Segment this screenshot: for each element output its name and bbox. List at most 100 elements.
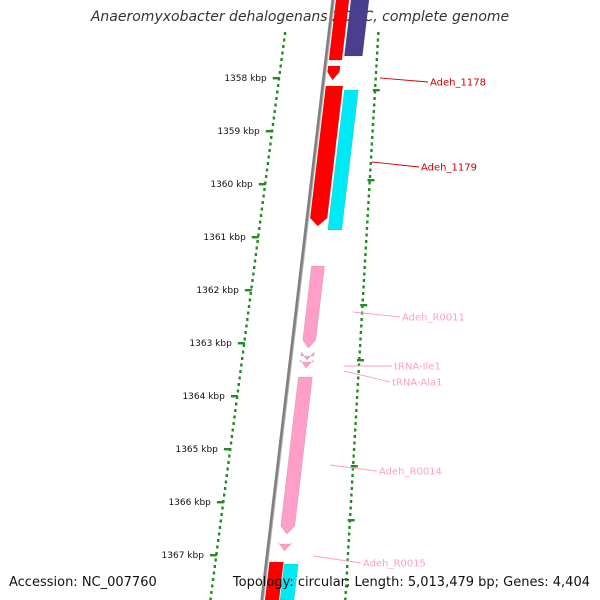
ruler-label: 1362 kbp (196, 286, 239, 296)
feature-leader-line (371, 161, 420, 168)
ruler-dot (356, 389, 359, 393)
feature-labels: Adeh_1178 Adeh_1179 Adeh_R0011 tRNA-Ile1 tRN… (312, 78, 486, 570)
ruler-dot (363, 272, 366, 276)
ruler-dot (344, 597, 347, 600)
gene-arrow-forward (328, 0, 350, 61)
ruler-dot (216, 545, 219, 549)
ruler-dot (252, 272, 255, 276)
ruler-dot (361, 292, 365, 295)
ruler-dot (366, 220, 369, 224)
ruler-dot (276, 90, 279, 94)
ruler-tick (367, 179, 375, 182)
ruler-dot (278, 71, 282, 74)
ruler-dot (210, 591, 213, 594)
ruler-dot (263, 188, 266, 191)
ruler-dot (368, 175, 372, 178)
ruler-dot (358, 357, 361, 360)
ruler-dot (364, 246, 368, 250)
ruler-dot (225, 474, 228, 477)
ruler-dot (245, 324, 248, 328)
ruler-dot (344, 591, 347, 594)
ruler-dot (249, 292, 252, 295)
ruler-dot (247, 305, 251, 308)
ruler-dot (270, 136, 273, 139)
ruler-dot (365, 227, 369, 230)
ruler-dot (275, 97, 278, 100)
ruler-dot (362, 279, 366, 282)
gene-arrow-adeh-1178 (327, 65, 341, 81)
ruler-dot (212, 571, 216, 575)
ruler-dot (261, 201, 264, 204)
ruler-dot (370, 142, 374, 146)
ruler-dot (274, 103, 277, 107)
ruler-dot (232, 422, 235, 425)
ruler-dot (238, 376, 241, 380)
ruler-dot (221, 506, 224, 510)
ruler-dot (267, 155, 270, 159)
ruler-dot (372, 110, 375, 113)
ruler-dot (365, 233, 368, 237)
ruler-dot (371, 123, 375, 126)
ruler-dot (228, 454, 231, 458)
ruler-dot (280, 58, 283, 61)
ruler-tick (265, 130, 273, 133)
ruler-dot (214, 558, 217, 562)
ruler-dot (273, 110, 276, 113)
ruler-dot (350, 487, 353, 490)
ruler-dot (350, 480, 354, 484)
ruler-dot (251, 279, 254, 282)
gene-arrow-adeh-r0014 (280, 376, 313, 535)
backbone-line (260, 0, 335, 600)
ruler-dot (368, 181, 371, 185)
ruler-dot (351, 474, 354, 477)
ruler-dot (367, 201, 370, 204)
ruler-tick (350, 465, 358, 468)
ruler-dot (351, 467, 355, 471)
ruler-dot (369, 162, 372, 165)
ruler-dot (272, 116, 276, 120)
ruler-dot (253, 259, 257, 263)
ruler-dot (246, 311, 250, 315)
accession-text: Accession: NC_007760 (9, 575, 157, 590)
feature-leader-line (312, 555, 362, 564)
ruler-dot (236, 389, 240, 393)
ruler-dot (356, 383, 360, 386)
ruler-dot (237, 383, 240, 386)
ruler-dot (369, 168, 372, 172)
feature-label: Adeh_R0015 (363, 559, 426, 570)
ruler-dot (364, 253, 367, 256)
ruler-dot (235, 396, 239, 399)
ruler-label: 1367 kbp (162, 551, 205, 561)
ruler-dot (357, 363, 361, 367)
ruler-dot (374, 77, 377, 81)
ruler-dot (374, 84, 377, 87)
ruler-dot (265, 168, 269, 172)
ruler-label: 1364 kbp (182, 392, 225, 402)
ruler-dot (254, 253, 258, 256)
ruler-dot (355, 396, 359, 399)
ruler-dot (233, 415, 236, 419)
ruler-dot (354, 415, 358, 419)
backbone-highlight (263, 0, 335, 600)
ruler-dot (283, 32, 287, 35)
ruler-dot (350, 493, 353, 497)
ruler-dot (227, 461, 230, 464)
ruler-dot (360, 318, 363, 321)
feature-label: Adeh_1178 (430, 78, 486, 89)
ruler-dot (258, 220, 262, 224)
ruler-dot (223, 487, 227, 490)
ruler-dot (349, 506, 352, 510)
ruler-dot (375, 58, 379, 61)
ruler-label: 1360 kbp (210, 180, 253, 190)
ruler-dot (347, 545, 350, 549)
ruler-dot (213, 565, 217, 568)
ruler-dot (241, 350, 245, 354)
ruler-dot (352, 454, 355, 458)
ruler-dot (220, 513, 223, 516)
ruler-dot (366, 214, 369, 217)
ruler-dot (375, 64, 378, 68)
ruler-tick (258, 183, 266, 186)
ruler-dot (258, 227, 261, 230)
ruler-dot (354, 422, 357, 425)
